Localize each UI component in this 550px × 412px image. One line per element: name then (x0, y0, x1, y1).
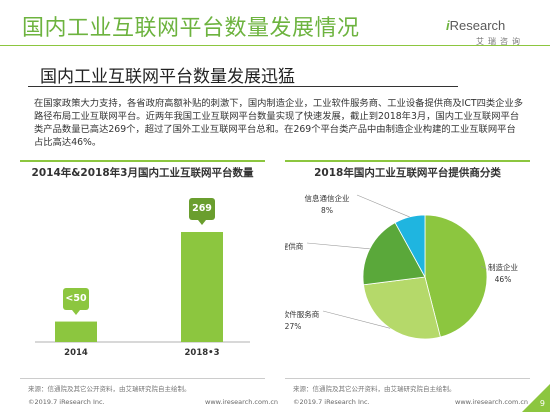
logo-subtitle: 艾瑞咨询 (476, 37, 524, 46)
source-note-right: 来源：信通院及其它公开资料，由艾瑞研究院自主绘制。 (293, 385, 456, 393)
pie-slice-label-2: 工业设备提供商 (285, 241, 304, 251)
logo-wordmark: iResearch (446, 18, 505, 33)
subtitle-underline (28, 86, 458, 87)
pie-leader-2 (306, 242, 370, 250)
copyright-left: ©2019.7 iResearch Inc. (28, 398, 105, 406)
bar-chart: 2014 2018•3 (35, 232, 250, 358)
pie-chart-title: 2018年国内工业互联网平台提供商分类 (314, 167, 501, 179)
title-divider (0, 45, 550, 46)
pie-slice-value-0: 46% (495, 275, 512, 284)
bar-0 (55, 321, 97, 342)
pie-leader-0 (480, 265, 487, 270)
logo-brand: Research (449, 18, 506, 33)
pie-slice-value-1: 27% (285, 322, 301, 331)
page-corner-decoration (522, 384, 550, 412)
pie-slice-1 (363, 276, 441, 340)
copyright-right: ©2019.7 iResearch Inc. (293, 398, 370, 406)
section-subtitle: 国内工业互联网平台数量发展迅猛 (40, 67, 295, 87)
bar-chart-title: 2014年&2018年3月国内工业互联网平台数量 (31, 167, 254, 179)
pie-leader-3 (356, 194, 410, 218)
pie-slice-value-3: 8% (321, 206, 333, 215)
footer-divider-left (20, 378, 265, 379)
pie-leader-1 (322, 310, 391, 329)
page-number: 9 (539, 399, 545, 408)
bar-category-label-1: 2018•3 (184, 348, 219, 358)
pie-slice-label-1: 工业软件服务商 (285, 309, 320, 319)
logo-prefix: i (446, 18, 450, 33)
source-note-left: 来源：信通院及其它公开资料，由艾瑞研究院自主绘制。 (28, 385, 191, 393)
iresearch-logo: iResearch 艾瑞咨询 (446, 18, 526, 54)
url-left: www.iresearch.com.cn (205, 398, 279, 406)
footer-divider-right (285, 378, 530, 379)
bar-panel-rule (20, 160, 265, 162)
bar-category-label-0: 2014 (64, 348, 88, 358)
pie-slice-label-0: 制造企业 (488, 262, 518, 272)
url-right: www.iresearch.com.cn (455, 398, 529, 406)
bar-value-label-1: 269 (189, 198, 215, 225)
bar-value-label-0: <50 (63, 287, 89, 315)
bar-1 (181, 232, 223, 342)
pie-slice-3 (394, 214, 426, 278)
page-title: 国内工业互联网平台数量发展情况 (22, 16, 360, 41)
pie-slice-label-3: 信息通信企业 (305, 193, 350, 203)
pie-panel-rule (285, 160, 530, 162)
summary-paragraph: 在国家政策大力支持，各省政府高额补贴的刺激下，国内制造企业，工业软件服务商、工业… (34, 98, 524, 148)
